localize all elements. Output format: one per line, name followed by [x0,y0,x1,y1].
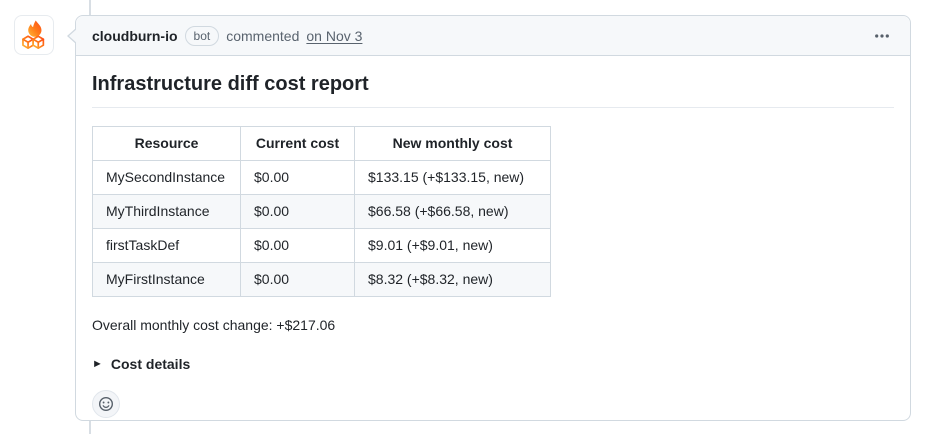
table-header-cell: New monthly cost [354,126,551,161]
kebab-horizontal-icon [875,33,889,38]
table-row: MyThirdInstance $0.00 $66.58 (+$66.58, new… [92,194,551,229]
table-row: MyFirstInstance $0.00 $8.32 (+$8.32, new) [92,262,551,297]
table-header-cell: Current cost [240,126,355,161]
smiley-icon [98,396,114,412]
table-row: firstTaskDef $0.00 $9.01 (+$9.01, new) [92,228,551,263]
table-header-cell: Resource [92,126,241,161]
table-cell: firstTaskDef [92,228,241,263]
table-cell: $9.01 (+$9.01, new) [354,228,551,263]
avatar[interactable] [14,15,54,55]
table-row: MySecondInstance $0.00 $133.15 (+$133.15, … [92,160,551,195]
table-cell: $0.00 [240,262,355,297]
comment-timestamp-link[interactable]: on Nov 3 [306,27,363,44]
bot-badge: bot [184,25,220,46]
comment-header: cloudburn-io bot commented on Nov 3 [67,16,910,56]
cloudburn-logo-icon [22,20,45,50]
report-title: Infrastructure diff cost report [92,72,894,108]
table-cell: MyThirdInstance [92,194,241,229]
table-header-row: Resource Current cost New monthly cost [92,126,551,161]
disclosure-triangle-icon: ► [92,358,103,370]
table-cell: $133.15 (+$133.15, new) [354,160,551,195]
add-reaction-button[interactable] [92,390,120,418]
table-cell: $0.00 [240,194,355,229]
cost-table: Resource Current cost New monthly cost MyS… [92,126,551,297]
comment-card: cloudburn-io bot commented on Nov 3 Infr… [67,15,911,421]
cost-details-label: Cost details [110,356,191,372]
comment-author[interactable]: cloudburn-io [92,27,178,44]
table-cell: MyFirstInstance [92,262,241,297]
comment-body: Infrastructure diff cost report Resource… [76,56,910,434]
cost-details-toggle[interactable]: ► Cost details [92,354,190,375]
kebab-menu-button[interactable] [870,24,894,48]
table-cell: $0.00 [240,228,355,263]
table-cell: MySecondInstance [92,160,241,195]
table-cell: $0.00 [240,160,355,195]
table-cell: $8.32 (+$8.32, new) [354,262,551,297]
comment-action-text: commented [226,27,300,44]
table-cell: $66.58 (+$66.58, new) [354,194,551,229]
overall-cost-change: Overall monthly cost change: +$217.06 [92,317,336,333]
